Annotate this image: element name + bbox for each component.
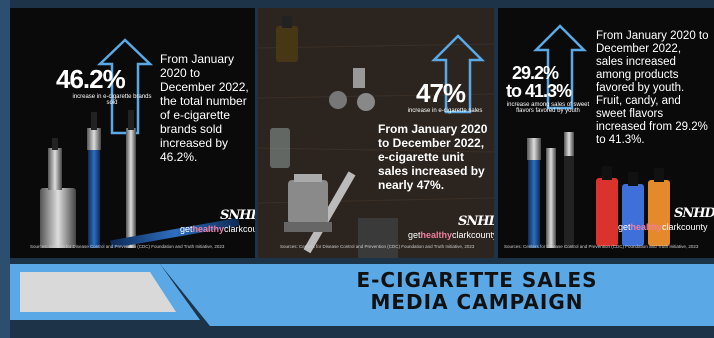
campaign-title: E-CIGARETTE SALES MEDIA CAMPAIGN	[312, 269, 642, 313]
stat-percent-sales: 47%	[416, 78, 466, 108]
stat-caption-flavors: increase among sales of sweet flavors fa…	[506, 102, 590, 114]
vape-illustration-3	[527, 24, 670, 248]
stat-percent-brands: 46.2%	[56, 64, 126, 94]
snhd-logo-3: SNHD	[674, 206, 714, 221]
source-note-2: Sources: Centers for Disease Control and…	[280, 244, 475, 249]
snhd-logo-2: SNHD	[458, 214, 494, 229]
stat-caption-sales: increase in e-cigarette sales	[407, 108, 483, 114]
brand-wordmark-2: gethealthyclarkcounty	[408, 230, 494, 240]
campaign-banner-shapes	[10, 264, 714, 326]
source-note-3: Sources: Centers for Disease Control and…	[504, 244, 699, 249]
panel-brands: 46.2% increase in e-cigarette brands sol…	[10, 8, 255, 258]
left-accent-strip	[0, 0, 10, 338]
campaign-title-line1: E-CIGARETTE SALES	[356, 268, 598, 292]
source-note-1: Sources: Centers for Disease Control and…	[30, 244, 225, 249]
brand-wordmark-1: gethealthyclarkcounty	[180, 224, 255, 234]
wood-background-illustration	[258, 8, 494, 258]
panel-flavors: 29.2% to 41.3% increase among sales of s…	[498, 8, 714, 258]
vape-illustration-1	[40, 38, 240, 249]
brand-wordmark-3: gethealthyclarkcounty	[618, 222, 708, 232]
stat-percent-flavors-line1: 29.2%	[512, 63, 559, 83]
stat-caption-brands: increase in e-cigarette brands sold	[72, 94, 152, 106]
panel-body-brands: From January 2020 to December 2022, the …	[160, 52, 249, 164]
panel-sales: 47% increase in e-cigarette sales From J…	[258, 8, 494, 258]
panel-body-flavors: From January 2020 to December 2022, sale…	[596, 30, 709, 146]
snhd-logo-1: SNHD	[220, 208, 255, 223]
panel-body-sales: From January 2020 to December 2022, e-ci…	[378, 122, 488, 192]
campaign-title-line2: MEDIA CAMPAIGN	[370, 290, 584, 314]
stat-percent-flavors-line2: to 41.3%	[506, 81, 572, 101]
